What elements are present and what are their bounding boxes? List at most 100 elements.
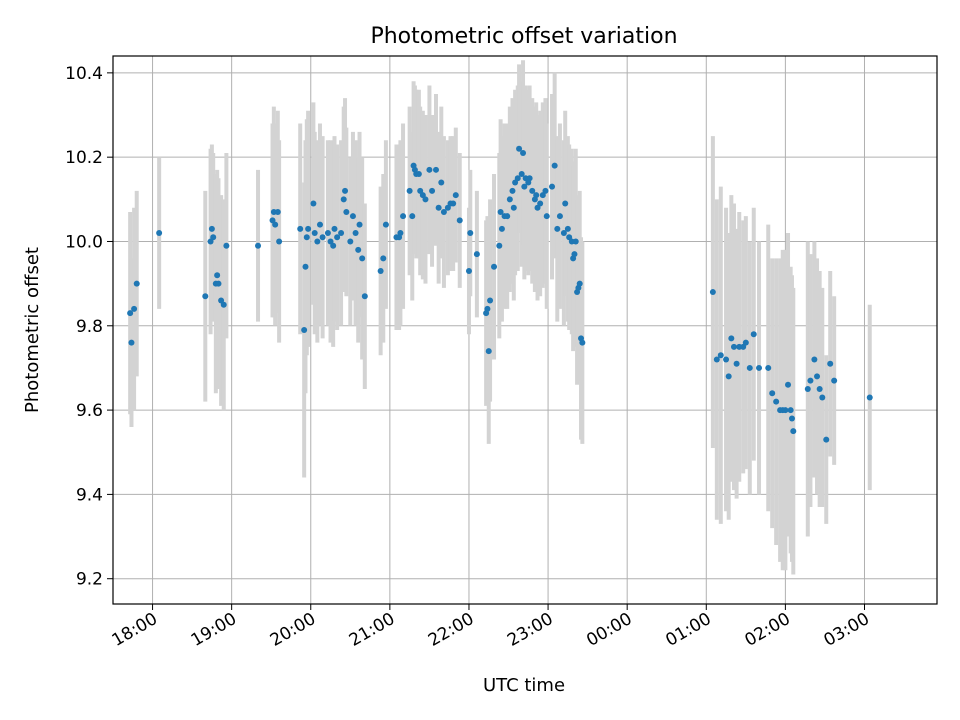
data-point xyxy=(521,183,528,190)
data-point xyxy=(556,213,563,220)
data-point xyxy=(487,297,494,304)
data-point xyxy=(467,230,474,237)
data-point xyxy=(400,213,407,220)
data-point xyxy=(220,301,227,308)
data-point xyxy=(516,145,523,152)
data-point xyxy=(316,221,323,228)
data-point xyxy=(303,234,310,241)
data-point xyxy=(514,175,521,182)
y-tick-label: 9.4 xyxy=(76,485,103,505)
data-point xyxy=(349,213,356,220)
data-point xyxy=(549,183,556,190)
data-point xyxy=(723,356,730,363)
data-point xyxy=(782,407,789,414)
data-point xyxy=(409,213,416,220)
data-point xyxy=(319,234,326,241)
data-point xyxy=(518,171,525,178)
data-point xyxy=(542,187,549,194)
data-point xyxy=(429,187,436,194)
data-point xyxy=(302,263,309,270)
data-point xyxy=(352,230,359,237)
y-axis-label: Photometric offset xyxy=(22,247,43,413)
data-point xyxy=(356,221,363,228)
data-point xyxy=(576,280,583,287)
data-point xyxy=(452,192,459,199)
data-point xyxy=(543,213,550,220)
data-point xyxy=(382,221,389,228)
data-point xyxy=(314,238,321,245)
data-point xyxy=(485,348,492,355)
data-point xyxy=(765,364,772,371)
y-tick-label: 9.8 xyxy=(76,317,103,337)
data-point xyxy=(498,225,505,232)
data-point xyxy=(406,187,413,194)
data-point xyxy=(202,293,209,300)
data-point xyxy=(338,230,345,237)
data-point xyxy=(733,360,740,367)
data-point xyxy=(433,166,440,173)
data-point xyxy=(709,289,716,296)
data-point xyxy=(572,238,579,245)
data-point xyxy=(866,394,873,401)
y-tick-label: 10.4 xyxy=(65,64,103,84)
data-point xyxy=(465,267,472,274)
data-point xyxy=(214,272,221,279)
data-point xyxy=(331,225,338,232)
data-point xyxy=(790,428,797,435)
data-point xyxy=(562,200,569,207)
data-point xyxy=(274,208,281,215)
data-point xyxy=(359,255,366,262)
data-point xyxy=(340,196,347,203)
data-point xyxy=(380,255,387,262)
data-point xyxy=(127,310,134,317)
data-point xyxy=(551,162,558,169)
data-point xyxy=(814,373,821,380)
data-point xyxy=(208,225,215,232)
y-tick-label: 10.0 xyxy=(65,232,103,252)
data-point xyxy=(311,230,318,237)
data-point xyxy=(564,225,571,232)
data-point xyxy=(440,208,447,215)
axes-frame xyxy=(112,55,938,605)
data-point xyxy=(831,377,838,384)
data-point xyxy=(728,335,735,342)
data-point xyxy=(324,230,331,237)
data-point xyxy=(491,263,498,270)
data-point xyxy=(713,356,720,363)
data-point xyxy=(725,373,732,380)
data-point xyxy=(377,267,384,274)
data-point xyxy=(785,381,792,388)
y-tick-label: 9.2 xyxy=(76,570,103,590)
data-point xyxy=(397,230,404,237)
data-point xyxy=(819,394,826,401)
data-point xyxy=(717,352,724,359)
data-point xyxy=(804,386,811,393)
data-point xyxy=(297,225,304,232)
data-point xyxy=(272,221,279,228)
data-point xyxy=(742,339,749,346)
data-point xyxy=(438,179,445,186)
data-point xyxy=(305,225,312,232)
y-axis-ticks: 9.2 9.4 9.6 9.8 10.0 10.2 10.4 xyxy=(65,64,113,590)
data-point xyxy=(756,364,763,371)
data-point xyxy=(422,196,429,203)
data-point xyxy=(343,208,350,215)
data-point xyxy=(509,187,516,194)
data-point xyxy=(554,225,561,232)
data-point xyxy=(497,208,504,215)
data-point xyxy=(560,230,567,237)
data-point xyxy=(730,343,737,350)
data-point xyxy=(787,407,794,414)
data-point xyxy=(347,238,354,245)
y-tick-label: 10.2 xyxy=(65,148,103,168)
data-point xyxy=(823,436,830,443)
data-point xyxy=(334,234,341,241)
data-point xyxy=(156,230,163,237)
data-point xyxy=(355,246,362,253)
data-point xyxy=(210,234,217,241)
x-axis-label: UTC time xyxy=(483,675,565,696)
data-point xyxy=(255,242,262,249)
data-point xyxy=(504,213,511,220)
